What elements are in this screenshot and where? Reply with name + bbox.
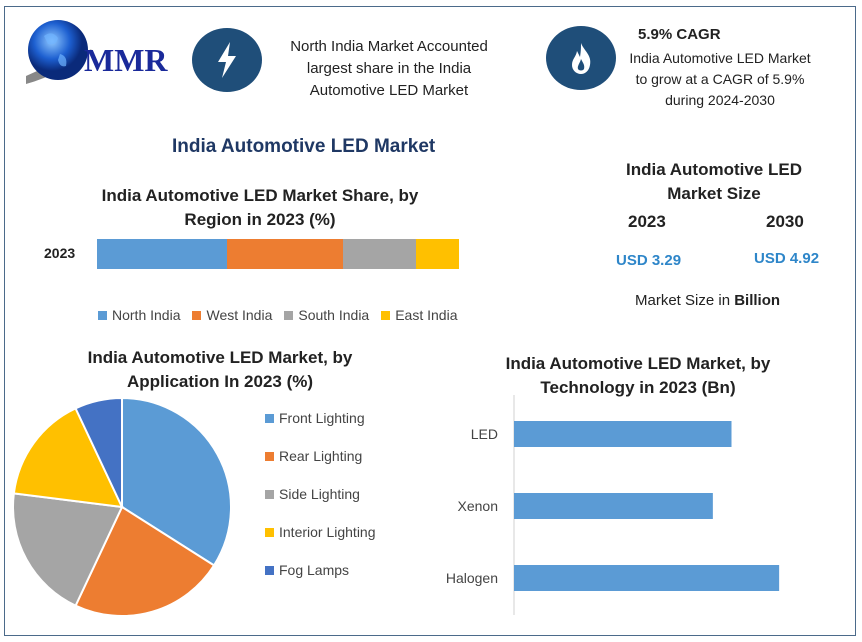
legend-item: Fog Lamps: [265, 562, 376, 578]
legend-label: Side Lighting: [279, 486, 360, 502]
region-stacked-bar: [97, 239, 459, 269]
infographic-frame: [4, 6, 856, 636]
legend-label: West India: [206, 307, 273, 323]
legend-item: South India: [284, 307, 369, 323]
legend-label: East India: [395, 307, 458, 323]
flame-icon-badge: [546, 26, 616, 90]
application-chart-title: India Automotive LED Market, by Applicati…: [87, 348, 353, 391]
legend-label: Fog Lamps: [279, 562, 350, 578]
lightning-icon: [218, 42, 236, 78]
legend-item: North India: [98, 307, 180, 323]
legend-item: West India: [192, 307, 272, 323]
main-title: India Automotive LED Market: [172, 136, 436, 157]
pie-slice: [12, 492, 124, 607]
legend-swatch: [98, 310, 107, 320]
region-bar-segment: [343, 239, 416, 269]
lightning-icon-badge: [192, 28, 262, 92]
region-chart-title: India Automotive LED Market Share, by Reg…: [101, 186, 419, 229]
legend-label: South India: [298, 307, 370, 323]
legend-swatch: [381, 310, 391, 320]
legend-label: Front Lighting: [279, 410, 365, 426]
region-bar-segment: [227, 239, 344, 269]
technology-bar-chart: LED Xenon Halogen: [446, 395, 780, 615]
application-pie-chart: [12, 396, 232, 617]
region-bar-segment: [415, 239, 459, 269]
application-legend: Front Lighting Rear Lighting Side Lighting…: [265, 410, 376, 578]
fact-cagr: India Automotive LED Market to grow at a …: [629, 50, 811, 108]
flame-icon: [572, 43, 591, 74]
legend-label: Rear Lighting: [279, 448, 363, 464]
year-2030: 2030: [766, 212, 804, 231]
pie-slice: [74, 396, 123, 508]
technology-chart-title: India Automotive LED Market, by Technolog…: [505, 354, 771, 397]
pie-slice: [12, 407, 124, 509]
fact-north-india: North India Market Accounted largest shar…: [290, 38, 488, 99]
legend-label: North India: [112, 307, 181, 323]
value-2030: USD 4.92: [754, 250, 820, 267]
legend-item: Front Lighting: [265, 410, 376, 426]
legend-swatch: [192, 310, 202, 320]
year-2023: 2023: [628, 212, 666, 231]
legend-swatch: [265, 489, 274, 499]
region-category-label: 2023: [44, 245, 76, 261]
legend-item: East India: [381, 307, 457, 323]
legend-item: Rear Lighting: [265, 448, 376, 464]
legend-swatch: [265, 527, 274, 537]
category-label: Halogen: [446, 570, 498, 586]
technology-bar: [514, 565, 780, 591]
region-legend: North India West India South India East Ind…: [98, 307, 457, 323]
cagr-title: 5.9% CAGR: [638, 26, 721, 43]
legend-swatch: [265, 413, 274, 423]
technology-bar: [514, 421, 732, 447]
legend-item: Side Lighting: [265, 486, 376, 502]
legend-item: Interior Lighting: [265, 524, 376, 540]
category-label: LED: [471, 426, 498, 442]
mmr-logo: MMR: [22, 14, 172, 94]
market-size-title: India Automotive LED Market Size: [626, 160, 802, 203]
category-label: Xenon: [458, 498, 498, 514]
legend-label: Interior Lighting: [279, 524, 376, 540]
legend-swatch: [265, 565, 274, 575]
legend-swatch: [265, 451, 274, 461]
market-size-note: Market Size in Billion: [635, 292, 781, 309]
technology-bar: [514, 493, 713, 519]
legend-swatch: [284, 310, 294, 320]
region-bar-segment: [97, 239, 228, 269]
value-2023: USD 3.29: [616, 252, 682, 269]
